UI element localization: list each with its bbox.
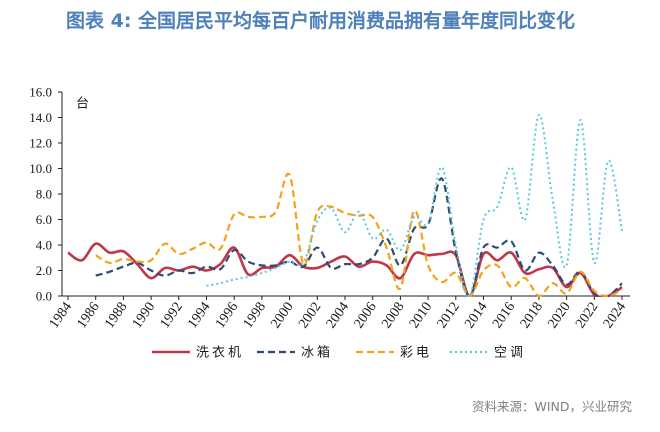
series-line-1 (95, 177, 623, 297)
y-tick-label: 8.0 (36, 187, 52, 202)
series-line-3 (206, 113, 623, 297)
y-tick-label: 6.0 (36, 212, 52, 227)
x-tick-label: 1990 (130, 300, 158, 332)
y-tick-label: 16.0 (29, 85, 52, 100)
x-tick-label: 2008 (379, 300, 407, 332)
x-tick-label: 1992 (158, 300, 186, 332)
x-tick-label: 2004 (324, 300, 352, 332)
legend-item-0: 洗衣机 (152, 345, 244, 360)
y-tick-label: 4.0 (36, 238, 52, 253)
y-tick-label: 2.0 (36, 263, 52, 278)
x-tick-label: 2000 (268, 300, 296, 332)
y-tick-label: 0.0 (36, 289, 52, 304)
x-tick-label: 1994 (185, 300, 213, 332)
series-line-0 (67, 242, 623, 297)
x-tick-label: 2006 (351, 300, 379, 332)
x-axis-ticks: 1984 1986 1988 1990 1992 1994 1996 1998 2000 2002… (47, 296, 629, 331)
x-tick-label: 1996 (213, 300, 241, 332)
legend-label: 冰箱 (301, 345, 333, 360)
legend-item-3: 空调 (450, 345, 526, 360)
x-tick-label: 2016 (490, 300, 518, 332)
legend-item-1: 冰箱 (257, 345, 333, 360)
y-axis-unit-label: 台 (76, 96, 89, 111)
axes (61, 92, 630, 297)
x-tick-label: 2018 (518, 300, 546, 332)
y-tick-label: 12.0 (29, 136, 52, 151)
legend-label: 空调 (494, 345, 526, 360)
chart-title: 图表 4: 全国居民平均每百户耐用消费品拥有量年度同比变化 (66, 10, 576, 32)
x-tick-label: 2022 (573, 300, 601, 332)
x-tick-label: 2024 (601, 300, 629, 332)
y-tick-label: 14.0 (29, 110, 52, 125)
x-tick-label: 1986 (74, 300, 102, 332)
y-axis-ticks: 0.0 2.0 4.0 6.0 8.0 10.0 12.0 14.0 16.0 (29, 85, 62, 304)
x-tick-label: 2014 (462, 300, 490, 332)
source-note: 资料来源：WIND，兴业研究 (471, 399, 632, 414)
x-tick-label: 2010 (407, 300, 435, 332)
x-tick-label: 2020 (545, 300, 573, 332)
legend-label: 洗衣机 (196, 345, 244, 360)
y-tick-label: 10.0 (29, 161, 52, 176)
legend-label: 彩电 (400, 345, 432, 360)
x-tick-label: 2012 (435, 300, 463, 332)
x-tick-label: 1984 (47, 300, 75, 332)
legend: 洗衣机 冰箱 彩电 空调 (152, 345, 526, 360)
series-layer (67, 113, 623, 297)
x-tick-label: 1998 (241, 300, 269, 332)
series-line-2 (95, 172, 623, 297)
x-tick-label: 2002 (296, 300, 324, 332)
legend-item-2: 彩电 (356, 345, 432, 360)
x-tick-label: 1988 (102, 300, 130, 332)
